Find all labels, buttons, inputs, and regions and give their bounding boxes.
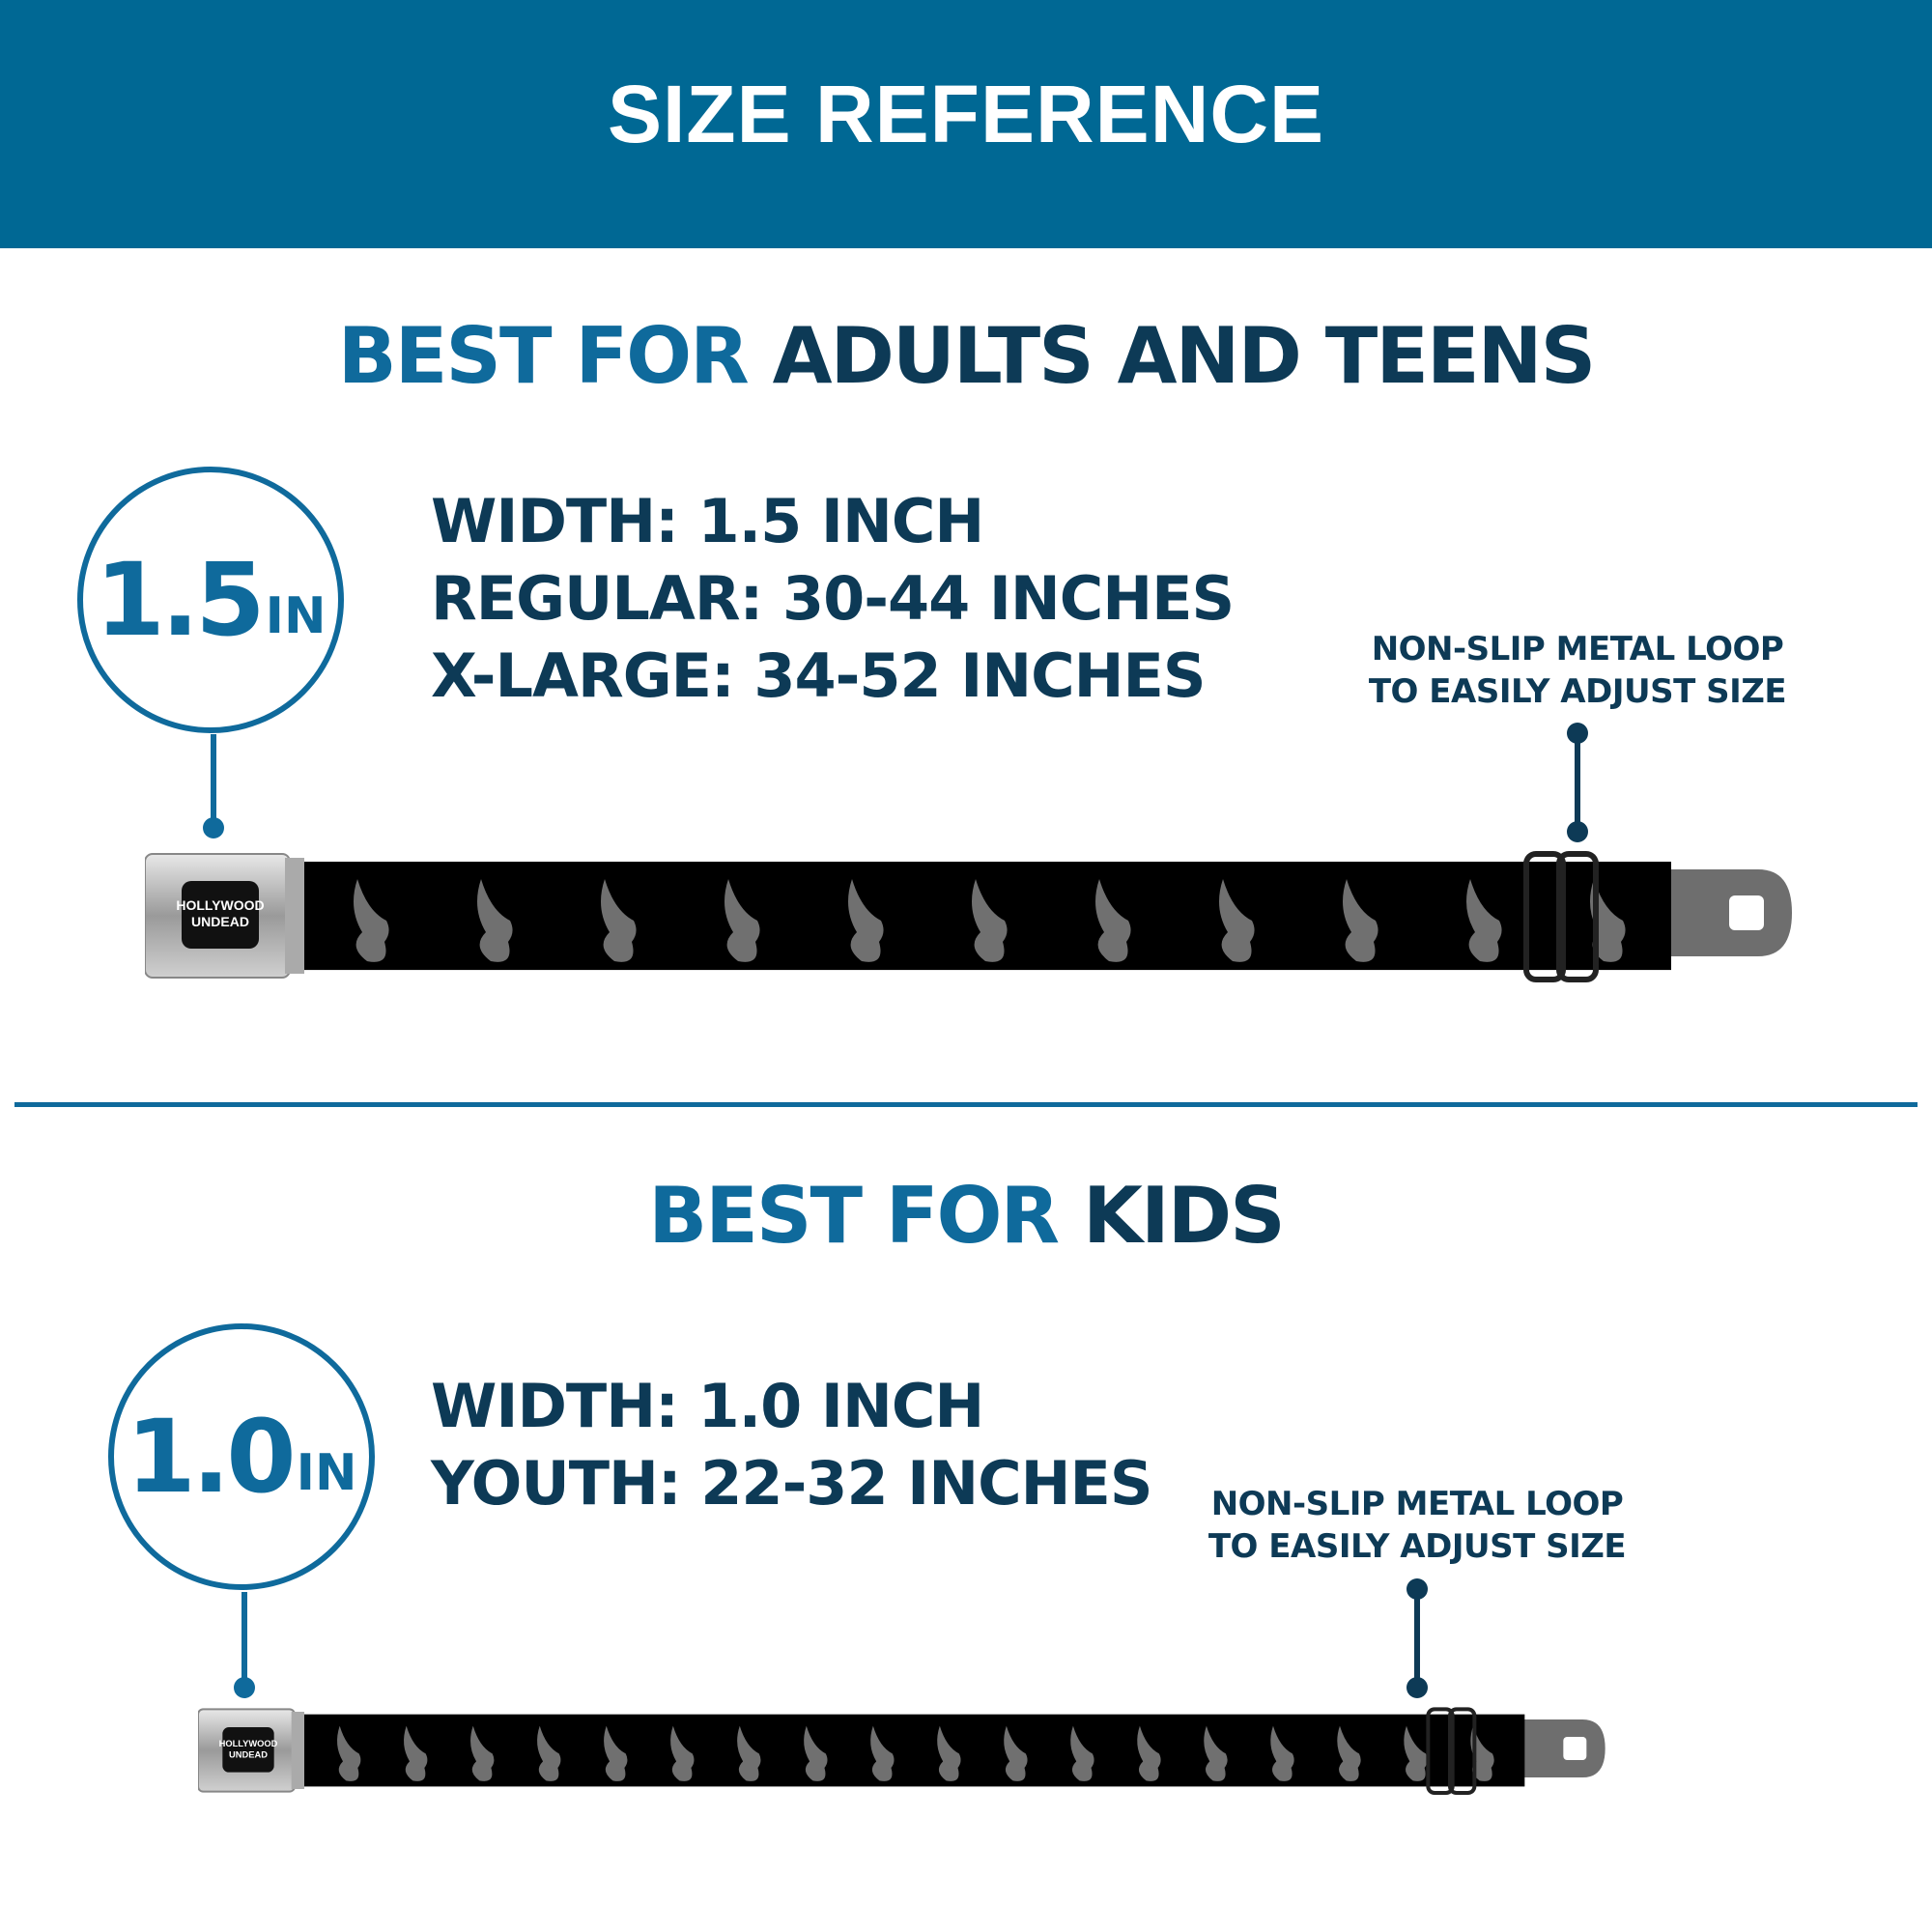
belt-strap — [269, 1714, 1525, 1787]
eagle-emblem — [724, 879, 760, 962]
loop-dot-bottom — [1567, 821, 1588, 842]
page-title: SIZE REFERENCE — [607, 69, 1325, 159]
heading-rest: KIDS — [1083, 1171, 1286, 1261]
buckle-logo-text: UNDEAD — [191, 914, 249, 929]
kids-specs: WIDTH: 1.0 INCH YOUTH: 22-32 INCHES — [431, 1368, 1153, 1522]
loop-dot-bottom — [1406, 1677, 1428, 1698]
buckle-hinge — [285, 858, 304, 974]
loop-connector — [1575, 732, 1580, 829]
badge-connector — [211, 734, 216, 826]
adult-loop-note: NON-SLIP METAL LOOP TO EASILY ADJUST SIZ… — [1307, 628, 1848, 713]
header-banner — [0, 0, 1932, 248]
note-line: TO EASILY ADJUST SIZE — [1368, 672, 1787, 711]
eagle-emblem — [604, 1725, 628, 1781]
eagle-emblem — [804, 1725, 828, 1781]
heading-rest: ADULTS AND TEENS — [772, 311, 1597, 401]
metal-tab — [1652, 869, 1792, 956]
heading-highlight: BEST FOR — [337, 311, 750, 401]
badge-value: 1.5 — [95, 541, 265, 659]
eagle-emblem — [1343, 879, 1378, 962]
eagle-emblem — [972, 879, 1008, 962]
buckle-logo-plate — [182, 881, 259, 949]
badge-value: 1.0 — [126, 1398, 296, 1516]
eagle-emblem — [337, 1725, 361, 1781]
metal-loop — [1523, 851, 1566, 982]
badge-unit: IN — [265, 587, 327, 645]
eagle-emblem — [477, 879, 513, 962]
belt-strap — [251, 862, 1671, 971]
kids-loop-note: NON-SLIP METAL LOOP TO EASILY ADJUST SIZ… — [1147, 1483, 1688, 1568]
metal-loop — [1556, 851, 1599, 982]
loop-connector — [1414, 1588, 1420, 1685]
buckle-logo-text: HOLLYWOOD — [176, 897, 264, 913]
eagle-emblem — [1466, 879, 1502, 962]
badge-connector — [242, 1592, 247, 1689]
adult-specs: WIDTH: 1.5 INCH REGULAR: 30-44 INCHES X-… — [431, 483, 1235, 715]
kids-heading: BEST FOR KIDS — [0, 1171, 1932, 1261]
eagle-emblem — [937, 1725, 961, 1781]
eagle-emblem — [601, 879, 637, 962]
buckle-logo-text: HOLLYWOOD — [219, 1739, 278, 1748]
adult-heading: BEST FOR ADULTS AND TEENS — [0, 311, 1932, 401]
eagle-emblem — [1204, 1725, 1228, 1781]
buckle-logo-text: UNDEAD — [229, 1749, 268, 1759]
metal-tab — [1512, 1719, 1605, 1777]
eagle-emblem — [737, 1725, 761, 1781]
eagle-emblem — [1137, 1725, 1161, 1781]
metal-loop — [1448, 1707, 1477, 1795]
eagle-emblem — [470, 1725, 495, 1781]
spec-xlarge: X-LARGE: 34-52 INCHES — [431, 640, 1207, 711]
connector-dot — [234, 1677, 255, 1698]
eagle-emblem — [848, 879, 884, 962]
eagle-emblem — [870, 1725, 895, 1781]
spec-width: WIDTH: 1.5 INCH — [431, 486, 984, 556]
metal-loop — [1426, 1707, 1455, 1795]
connector-dot — [203, 817, 224, 838]
eagle-emblem — [1270, 1725, 1294, 1781]
eagle-emblem — [1590, 879, 1626, 962]
width-badge-kids: 1.0 IN — [108, 1323, 375, 1590]
spec-regular: REGULAR: 30-44 INCHES — [431, 563, 1235, 634]
eagle-emblem — [1404, 1725, 1428, 1781]
eagle-emblem — [1470, 1725, 1494, 1781]
tab-hole — [1729, 895, 1764, 930]
badge-unit: IN — [296, 1444, 357, 1502]
eagle-emblem — [670, 1725, 695, 1781]
eagle-emblem — [1219, 879, 1255, 962]
eagle-emblem — [1337, 1725, 1361, 1781]
eagle-emblem — [404, 1725, 428, 1781]
eagle-emblem — [1095, 879, 1131, 962]
tab-hole — [1563, 1737, 1587, 1760]
spec-width: WIDTH: 1.0 INCH — [431, 1371, 984, 1441]
spec-youth: YOUTH: 22-32 INCHES — [431, 1448, 1153, 1519]
note-line: NON-SLIP METAL LOOP — [1210, 1485, 1624, 1523]
section-divider — [14, 1102, 1918, 1107]
eagle-emblem — [354, 879, 389, 962]
note-line: TO EASILY ADJUST SIZE — [1208, 1527, 1627, 1566]
eagle-emblem — [1070, 1725, 1094, 1781]
buckle-logo-plate — [222, 1727, 274, 1773]
width-badge-adult: 1.5 IN — [77, 467, 344, 733]
heading-highlight: BEST FOR — [648, 1171, 1060, 1261]
eagle-emblem — [537, 1725, 561, 1781]
eagle-emblem — [1004, 1725, 1028, 1781]
note-line: NON-SLIP METAL LOOP — [1371, 630, 1784, 668]
buckle-hinge — [291, 1712, 304, 1789]
